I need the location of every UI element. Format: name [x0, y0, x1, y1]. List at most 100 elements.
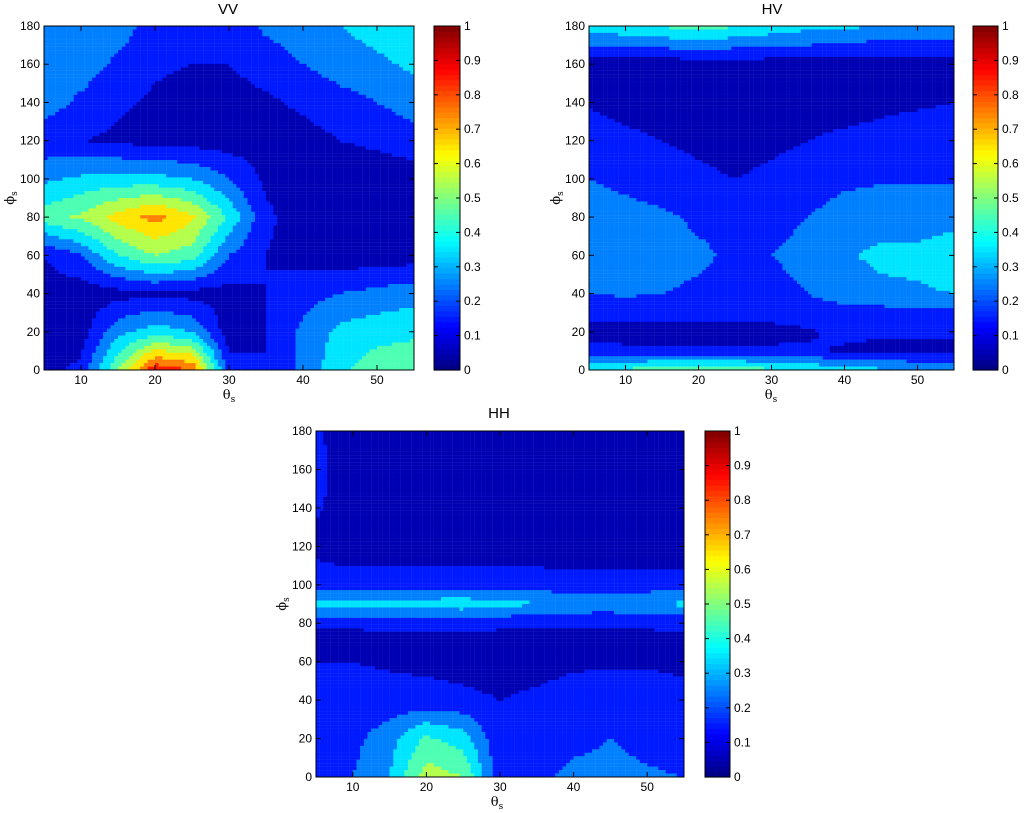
contour-cell [129, 187, 133, 192]
contour-cell [369, 98, 374, 102]
contour-cell [147, 77, 152, 82]
contour-cell [62, 184, 67, 188]
contour-cell [306, 87, 311, 92]
contour-cell [114, 67, 119, 71]
contour-cell [358, 132, 363, 137]
contour-cell [155, 94, 159, 99]
contour-cell [66, 180, 71, 185]
contour-cell [310, 81, 315, 85]
contour-cell [317, 29, 322, 34]
contour-cell [206, 26, 211, 30]
contour-cell [402, 60, 407, 65]
contour-cell [362, 160, 367, 164]
contour-cell [299, 153, 304, 157]
contour-cell [340, 149, 344, 154]
contour-cell [291, 156, 296, 161]
contour-cell [118, 170, 122, 175]
contour-cell [291, 125, 296, 130]
contour-cell [402, 160, 407, 164]
contour-cell [266, 46, 270, 51]
contour-cell [380, 142, 385, 147]
contour-cell [340, 108, 344, 113]
contour-cell [106, 149, 111, 154]
contour-cell [225, 74, 230, 78]
contour-cell [162, 160, 167, 164]
contour-cell [69, 74, 74, 78]
contour-cell [192, 112, 196, 116]
contour-cell [62, 67, 67, 71]
contour-cell [299, 142, 304, 147]
contour-cell [62, 94, 67, 99]
contour-cell [192, 125, 196, 130]
contour-cell [317, 191, 322, 195]
contour-cell [373, 36, 378, 40]
contour-cell [180, 118, 185, 123]
contour-cell [258, 77, 263, 82]
contour-cell [288, 167, 293, 171]
contour-cell [210, 63, 215, 68]
contour-cell [399, 112, 404, 116]
contour-cell [295, 184, 300, 188]
contour-cell [162, 139, 167, 144]
contour-cell [295, 118, 300, 123]
contour-cell [406, 139, 411, 144]
contour-cell [399, 105, 404, 109]
contour-cell [317, 167, 322, 171]
contour-cell [66, 29, 71, 34]
contour-cell [232, 129, 237, 133]
contour-cell [247, 167, 252, 171]
contour-cell [84, 50, 89, 54]
contour-cell [332, 139, 337, 144]
contour-cell [377, 118, 381, 123]
contour-cell [303, 142, 307, 147]
contour-cell [225, 115, 230, 120]
contour-cell [229, 26, 233, 30]
contour-cell [317, 105, 322, 109]
contour-cell [254, 50, 259, 54]
contour-cell [62, 160, 67, 164]
contour-cell [284, 163, 289, 168]
contour-cell [288, 63, 293, 68]
contour-cell [203, 101, 207, 106]
contour-cell [118, 84, 122, 89]
contour-cell [51, 156, 56, 161]
contour-cell [306, 105, 311, 109]
contour-cell [88, 60, 93, 65]
contour-cell [44, 98, 48, 102]
contour-cell [51, 29, 56, 34]
contour-cell [73, 180, 78, 185]
contour-cell [158, 87, 163, 92]
contour-cell [354, 36, 359, 40]
contour-cell [110, 115, 115, 120]
contour-cell [95, 153, 100, 157]
contour-cell [184, 81, 189, 85]
contour-cell [269, 146, 274, 151]
contour-cell [317, 129, 322, 133]
contour-cell [95, 60, 100, 65]
contour-cell [343, 60, 348, 65]
contour-cell [317, 146, 322, 151]
contour-cell [225, 146, 230, 151]
contour-cell [373, 125, 378, 130]
contour-cell [66, 184, 71, 188]
contour-cell [221, 142, 226, 147]
contour-cell [62, 91, 67, 95]
contour-cell [99, 112, 104, 116]
contour-cell [217, 125, 222, 130]
contour-cell [114, 101, 119, 106]
contour-cell [177, 94, 182, 99]
contour-cell [62, 156, 67, 161]
contour-cell [306, 108, 311, 113]
contour-cell [306, 184, 311, 188]
contour-cell [351, 163, 355, 168]
contour-cell [118, 50, 122, 54]
contour-cell [391, 173, 396, 178]
contour-cell [347, 132, 352, 137]
contour-cell [406, 87, 411, 92]
contour-cell [140, 70, 145, 75]
contour-cell [47, 81, 52, 85]
contour-cell [262, 184, 267, 188]
contour-cell [47, 194, 52, 199]
contour-cell [365, 170, 370, 175]
contour-cell [306, 163, 311, 168]
